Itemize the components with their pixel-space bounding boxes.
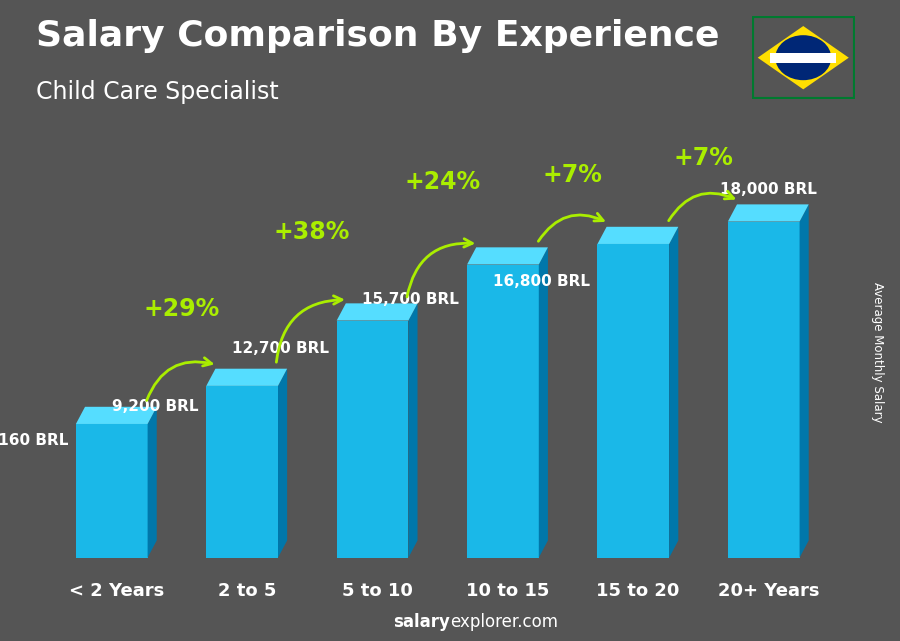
Text: 15,700 BRL: 15,700 BRL bbox=[363, 292, 459, 307]
Text: salary: salary bbox=[393, 613, 450, 631]
Polygon shape bbox=[670, 227, 679, 558]
Polygon shape bbox=[278, 369, 287, 558]
Polygon shape bbox=[337, 303, 418, 320]
Text: Salary Comparison By Experience: Salary Comparison By Experience bbox=[36, 19, 719, 53]
Text: 20+ Years: 20+ Years bbox=[717, 582, 819, 600]
Text: 5 to 10: 5 to 10 bbox=[342, 582, 412, 600]
Polygon shape bbox=[148, 407, 157, 558]
Text: 12,700 BRL: 12,700 BRL bbox=[232, 342, 328, 356]
Bar bbox=[206, 386, 278, 558]
Polygon shape bbox=[758, 26, 849, 89]
Bar bbox=[598, 244, 670, 558]
Polygon shape bbox=[206, 369, 287, 386]
Text: +24%: +24% bbox=[404, 170, 481, 194]
Text: < 2 Years: < 2 Years bbox=[68, 582, 164, 600]
Polygon shape bbox=[76, 407, 157, 424]
Text: 16,800 BRL: 16,800 BRL bbox=[492, 274, 590, 289]
Text: +29%: +29% bbox=[143, 297, 220, 321]
Text: +38%: +38% bbox=[274, 221, 350, 244]
Bar bbox=[728, 222, 799, 558]
Polygon shape bbox=[799, 204, 809, 558]
Polygon shape bbox=[467, 247, 548, 265]
Bar bbox=[337, 320, 409, 558]
Polygon shape bbox=[598, 227, 679, 244]
Text: 10 to 15: 10 to 15 bbox=[466, 582, 549, 600]
Polygon shape bbox=[728, 204, 809, 222]
Text: 2 to 5: 2 to 5 bbox=[218, 582, 276, 600]
FancyBboxPatch shape bbox=[770, 53, 836, 63]
Text: explorer.com: explorer.com bbox=[450, 613, 558, 631]
Text: +7%: +7% bbox=[543, 163, 603, 187]
Text: +7%: +7% bbox=[673, 146, 733, 170]
Polygon shape bbox=[539, 247, 548, 558]
Bar bbox=[76, 424, 148, 558]
Text: 7,160 BRL: 7,160 BRL bbox=[0, 433, 68, 447]
Bar bbox=[467, 265, 539, 558]
Circle shape bbox=[775, 35, 832, 80]
Text: 18,000 BRL: 18,000 BRL bbox=[720, 182, 816, 197]
Polygon shape bbox=[409, 303, 418, 558]
Text: 15 to 20: 15 to 20 bbox=[596, 582, 680, 600]
Text: Child Care Specialist: Child Care Specialist bbox=[36, 80, 279, 104]
Text: 9,200 BRL: 9,200 BRL bbox=[112, 399, 199, 414]
Text: Average Monthly Salary: Average Monthly Salary bbox=[871, 282, 884, 423]
